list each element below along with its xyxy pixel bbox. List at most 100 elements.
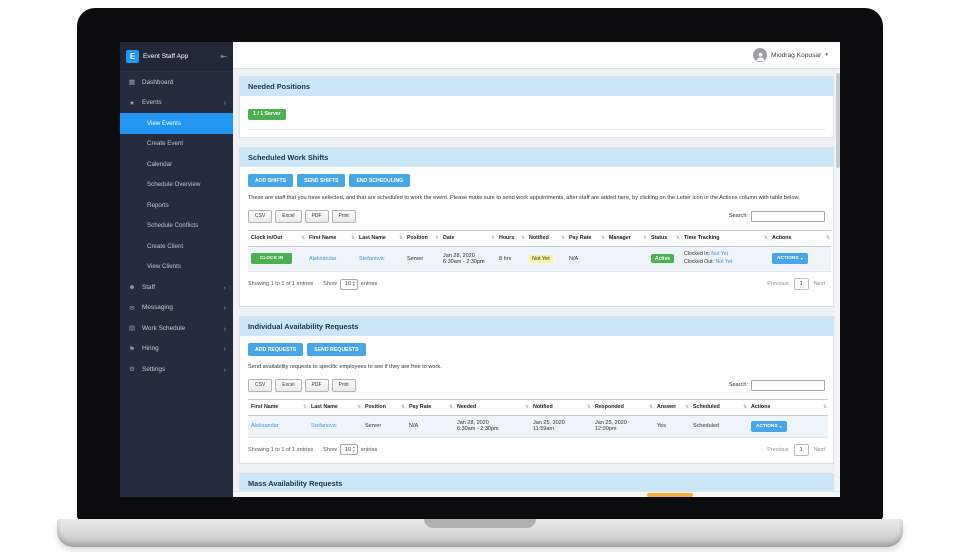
print-export-button[interactable]: Print (331, 209, 356, 223)
sidebar-item-work-schedule[interactable]: ▤ Work Schedule › (120, 318, 233, 339)
sidebar-item-label: Settings (142, 365, 166, 373)
shifts-table: Clock In/Out ⇅ First Name ⇅ Last Name ⇅ Pos… (248, 229, 831, 273)
print-export-button[interactable]: Print (331, 378, 356, 392)
first-name-link[interactable]: Aleksandar (309, 255, 337, 262)
sidebar-item-events[interactable]: ★ Events › (120, 93, 233, 114)
vertical-scrollbar[interactable] (835, 69, 840, 491)
add-shifts-button[interactable]: ADD SHIFTS (248, 174, 294, 187)
column-header-notified[interactable]: Notified ⇅ (530, 398, 592, 416)
column-header-pay-rate[interactable]: Pay Rate ⇅ (566, 229, 606, 247)
actions-button[interactable]: ACTIONS ▾ (751, 420, 787, 432)
pagination-previous[interactable]: Previous (767, 446, 789, 453)
column-header-clock-in-out[interactable]: Clock In/Out ⇅ (248, 229, 306, 247)
clocked-in-value: Not Yet (711, 251, 729, 258)
last-name-link[interactable]: Stefanovic (311, 423, 337, 430)
search-label: Search: (728, 213, 748, 220)
csv-export-button[interactable]: CSV (248, 209, 273, 223)
column-header-pay-rate[interactable]: Pay Rate ⇅ (406, 398, 454, 416)
column-header-status[interactable]: Status ⇅ (648, 229, 681, 247)
search-input[interactable] (751, 379, 825, 391)
shifts-header-row: Clock In/Out ⇅ First Name ⇅ Last Name ⇅ Pos… (248, 229, 831, 247)
column-header-actions[interactable]: Actions ⇅ (748, 398, 828, 416)
send-shifts-button[interactable]: SEND SHIFTS (297, 174, 346, 187)
clock-in-button[interactable]: CLOCK IN (251, 253, 293, 265)
column-header-answer[interactable]: Answer ⇅ (654, 398, 690, 416)
responded-cell: Jan 25, 2020 12:00pm (592, 415, 654, 438)
pagination-next[interactable]: Next (813, 446, 825, 453)
send-requests-button[interactable]: SEND REQUESTS (307, 343, 366, 356)
chevron-right-icon: › (223, 303, 227, 313)
column-header-hours[interactable]: Hours ⇅ (496, 229, 526, 247)
clocked-out-value: Not Yet (715, 258, 733, 265)
end-scheduling-button[interactable]: END SCHEDULING (349, 174, 411, 187)
column-header-first-name[interactable]: First Name ⇅ (306, 229, 356, 247)
column-header-last-name[interactable]: Last Name ⇅ (308, 398, 362, 416)
pdf-export-button[interactable]: PDF (304, 378, 329, 392)
sidebar-item-messaging[interactable]: ✉ Messaging › (120, 298, 233, 319)
sidebar-item-view-clients[interactable]: View Clients (120, 257, 233, 278)
sort-icon: ⇅ (525, 404, 529, 410)
add-requests-button[interactable]: ADD REQUESTS (248, 343, 304, 356)
actions-button[interactable]: ACTIONS ▾ (772, 253, 808, 265)
topbar: Miodrag Kopusar ▾ (233, 42, 840, 69)
sidebar-collapse-icon[interactable]: ⇤ (220, 52, 227, 61)
search-label: Search: (728, 382, 748, 389)
pdf-export-button[interactable]: PDF (304, 209, 329, 223)
requests-search: Search: (728, 379, 825, 391)
needed-positions-body: 1 / 1 Server (240, 96, 833, 137)
column-header-manager[interactable]: Manager ⇅ (606, 229, 648, 247)
sort-icon: ⇅ (351, 235, 355, 241)
column-header-first-name[interactable]: First Name ⇅ (248, 398, 308, 416)
page-size-select[interactable]: 10 ▴ ▾ (339, 278, 358, 290)
sidebar-item-schedule-overview[interactable]: Schedule Overview (120, 175, 233, 196)
excel-export-button[interactable]: Excel (275, 378, 302, 392)
column-header-scheduled[interactable]: Scheduled ⇅ (690, 398, 748, 416)
column-header-position[interactable]: Position ⇅ (362, 398, 406, 416)
sidebar-item-dashboard[interactable]: ▦ Dashboard (120, 72, 233, 93)
mass-availability-requests-card: Mass Availability Requests (239, 472, 834, 493)
pagination-next[interactable]: Next (813, 281, 825, 288)
requests-table-row: Aleksandar Stefanovic Server N/A Jan 28,… (248, 415, 828, 438)
pagination-page-1[interactable]: 1 (793, 278, 809, 291)
sidebar-item-create-event[interactable]: Create Event (120, 134, 233, 155)
user-menu[interactable]: Miodrag Kopusar ▾ (753, 48, 828, 62)
pagination-page-1[interactable]: 1 (793, 443, 809, 456)
section-title-mass-availability-requests: Mass Availability Requests (240, 473, 833, 493)
sidebar-item-settings[interactable]: ⚙ Settings › (120, 359, 233, 380)
sidebar-item-view-events[interactable]: View Events (120, 113, 233, 134)
column-header-last-name[interactable]: Last Name ⇅ (356, 229, 404, 247)
vertical-scrollbar-thumb[interactable] (835, 73, 840, 168)
column-header-notified[interactable]: Notified ⇅ (526, 229, 566, 247)
sidebar-item-reports[interactable]: Reports (120, 195, 233, 216)
first-name-link[interactable]: Aleksandar (251, 423, 279, 430)
last-name-link[interactable]: Stefanovic (359, 255, 385, 262)
column-header-date[interactable]: Date ⇅ (440, 229, 496, 247)
page-size-select[interactable]: 10 ▴ ▾ (339, 444, 358, 456)
excel-export-button[interactable]: Excel (275, 209, 302, 223)
sidebar-item-create-client[interactable]: Create Client (120, 236, 233, 257)
column-header-needed[interactable]: Needed ⇅ (454, 398, 530, 416)
horizontal-scrollbar[interactable] (233, 491, 840, 497)
column-header-position[interactable]: Position ⇅ (404, 229, 440, 247)
search-input[interactable] (751, 210, 825, 222)
sidebar-item-label: Create Client (147, 242, 184, 250)
sort-icon: ⇅ (521, 235, 525, 241)
sidebar-item-calendar[interactable]: Calendar (120, 154, 233, 175)
requests-description: Send availability requests to specific e… (248, 364, 442, 370)
time-tracking-cell: Clocked In: Not Yet Clocked Out: Not Yet (681, 246, 769, 273)
column-header-actions[interactable]: Actions ⇅ (769, 229, 831, 247)
horizontal-scrollbar-thumb[interactable] (647, 493, 693, 497)
pagination-previous[interactable]: Previous (767, 281, 789, 288)
shifts-description: These are staff that you have selected, … (248, 195, 800, 201)
column-header-time-tracking[interactable]: Time Tracking ⇅ (681, 229, 769, 247)
column-header-responded[interactable]: Responded ⇅ (592, 398, 654, 416)
sidebar-item-staff[interactable]: ☻ Staff › (120, 277, 233, 298)
sidebar-item-schedule-conflicts[interactable]: Schedule Conflicts (120, 216, 233, 237)
sidebar-item-hiring[interactable]: ⚑ Hiring › (120, 339, 233, 360)
csv-export-button[interactable]: CSV (248, 378, 273, 392)
notified-cell: Not Yet (526, 246, 566, 273)
content: Needed Positions 1 / 1 Server Scheduled … (233, 69, 840, 497)
app-window: E Event Staff App ⇤ ▦ Dashboard ★ Events… (120, 42, 840, 497)
sidebar: E Event Staff App ⇤ ▦ Dashboard ★ Events… (120, 42, 233, 497)
sidebar-item-label: Work Schedule (142, 324, 186, 332)
